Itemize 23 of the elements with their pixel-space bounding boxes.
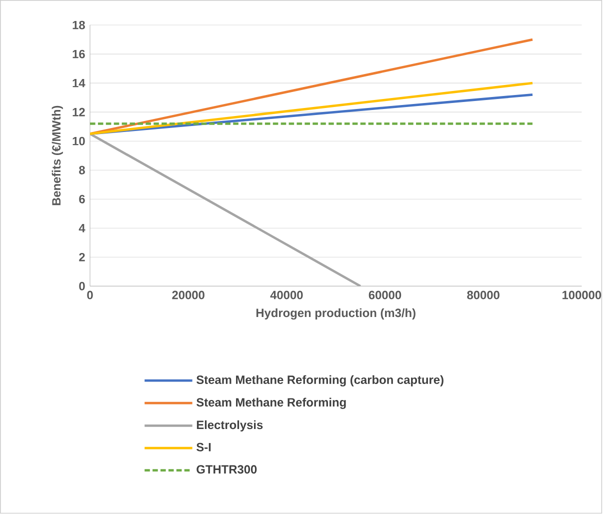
- x-tick-label: 20000: [172, 290, 204, 300]
- y-tick-label: 8: [79, 166, 85, 175]
- y-tick-label: 4: [78, 224, 86, 232]
- legend-label: GTHTR300: [196, 465, 257, 474]
- x-tick-label: 40000: [270, 290, 303, 300]
- legend-label: Electrolysis: [196, 420, 263, 432]
- legend-label: Steam Methane Reforming (carbon capture): [196, 375, 444, 387]
- y-tick-label: 12: [72, 108, 85, 116]
- y-tick-label: 6: [79, 195, 85, 204]
- y-axis-title: Benefits (€/MWth): [52, 106, 63, 206]
- y-tick-label: 16: [72, 50, 85, 58]
- x-tick-label: 0: [87, 290, 93, 300]
- y-tick-label: 0: [79, 282, 85, 291]
- x-tick-label: 60000: [368, 290, 402, 300]
- y-tick-label: 14: [72, 79, 86, 88]
- x-tick-label: 100000: [562, 290, 602, 300]
- x-axis-title: Hydrogen production (m3/h): [256, 308, 416, 320]
- x-tick-label: 80000: [467, 290, 500, 300]
- y-tick-label: 18: [72, 21, 85, 30]
- legend-label: S-I: [196, 443, 211, 452]
- y-tick-label: 10: [72, 137, 85, 146]
- legend-label: Steam Methane Reforming: [196, 398, 346, 410]
- y-tick-label: 2: [79, 253, 85, 262]
